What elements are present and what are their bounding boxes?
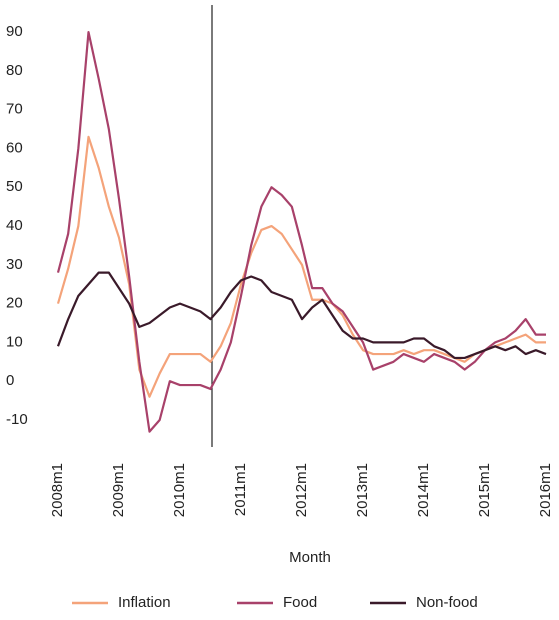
y-tick-label: -10 [6, 411, 28, 428]
x-axis-title: Month [289, 549, 331, 566]
legend-label: Food [283, 594, 317, 611]
series-line [56, 135, 546, 398]
x-tick-label: 2010m1 [171, 463, 188, 517]
x-tick-label: 2009m1 [110, 463, 127, 517]
y-tick-label: 40 [6, 217, 23, 234]
x-tick-label: 2008m1 [49, 463, 66, 517]
y-tick-label: 50 [6, 178, 23, 195]
x-tick-label: 2014m1 [415, 463, 432, 517]
legend-label: Inflation [118, 594, 171, 611]
y-tick-label: 30 [6, 256, 23, 273]
y-tick-label: 20 [6, 295, 23, 312]
x-tick-label: 2013m1 [354, 463, 371, 517]
x-tick-label: 2012m1 [293, 463, 310, 517]
series-line [56, 31, 546, 433]
y-tick-label: 60 [6, 139, 23, 156]
x-tick-label: 2015m1 [476, 463, 493, 517]
y-tick-label: 80 [6, 62, 23, 79]
y-tick-label: 90 [6, 23, 23, 40]
x-tick-label: 2016m1 [537, 463, 554, 517]
legend-label: Non-food [416, 594, 478, 611]
y-tick-label: 70 [6, 101, 23, 118]
y-tick-label: 0 [6, 372, 14, 389]
series-line [56, 271, 547, 360]
y-tick-label: 10 [6, 333, 23, 350]
x-tick-label: 2011m1 [232, 463, 249, 516]
